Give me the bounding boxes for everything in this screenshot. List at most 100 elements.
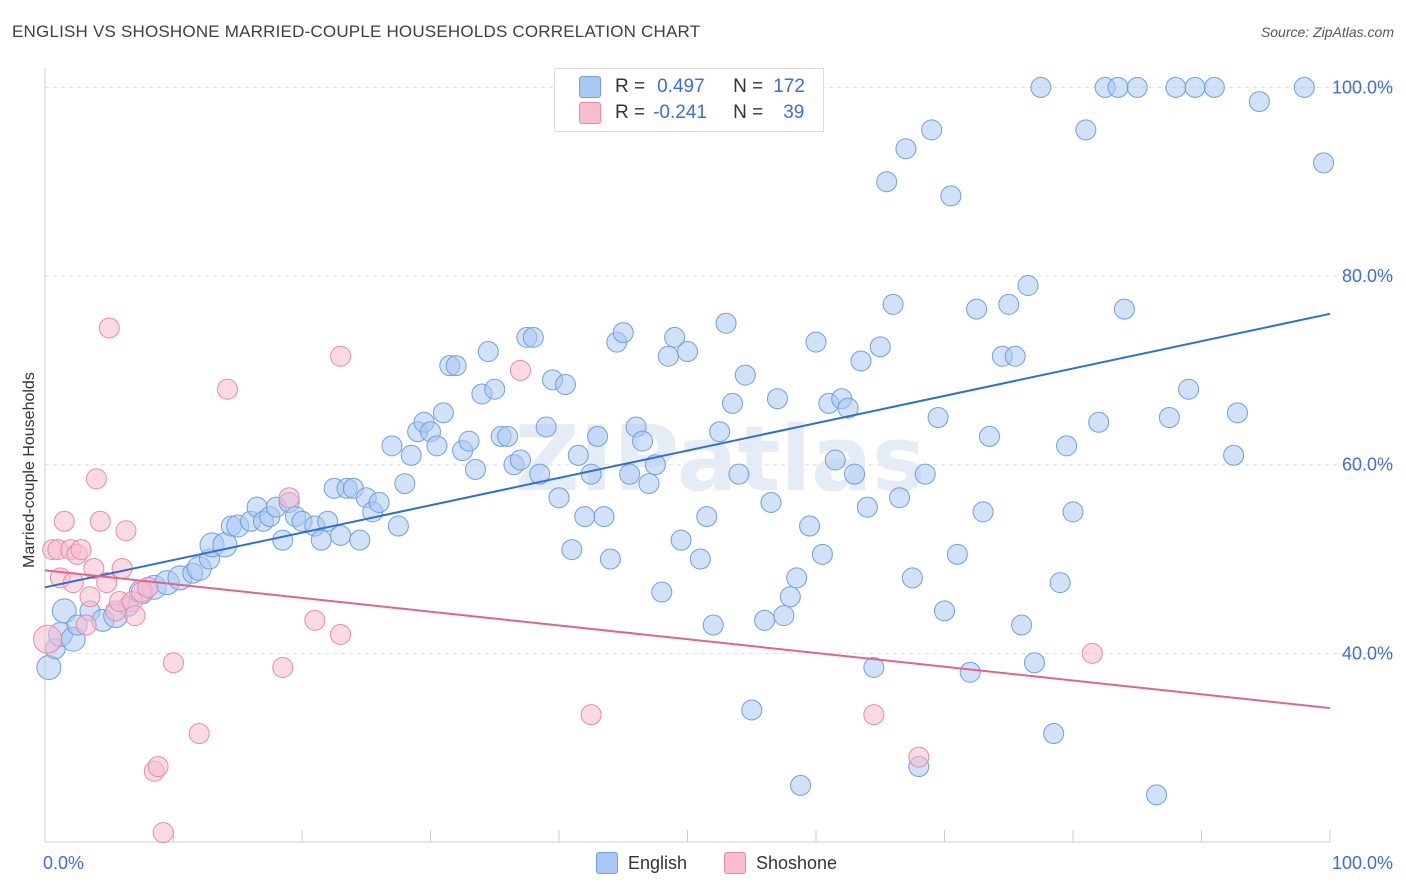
data-point [1158,407,1180,429]
data-point [612,322,634,344]
data-point [36,655,62,681]
data-point [766,388,788,410]
data-point [895,138,917,160]
data-point [349,529,371,551]
data-point [1313,152,1335,174]
data-point [330,524,352,546]
data-point [908,746,930,768]
bottom-legend-label-shoshone: Shoshone [756,852,838,873]
data-point [381,435,403,457]
data-point [53,510,75,532]
data-point [805,331,827,353]
legend-n-value: 39 [783,102,805,123]
data-point [98,317,120,339]
data-point [368,491,390,513]
bottom-legend-swatch-shoshone [724,852,746,874]
legend-n-label: N = [733,102,764,123]
data-point [51,598,77,624]
data-point [278,487,300,509]
legend-swatch-english [579,76,601,98]
data-point [394,473,416,495]
legend-swatch-shoshone [579,102,601,124]
data-point [1184,76,1206,98]
data-point [580,704,602,726]
legend-n-value: 172 [773,76,805,97]
data-point [863,657,885,679]
data-point [1223,444,1245,466]
bottom-legend-shoshone: Shoshone [724,852,837,874]
data-point [1107,76,1129,98]
data-point [445,355,467,377]
data-point [1062,501,1084,523]
shoshone-points [33,317,1103,844]
data-point [33,624,63,654]
data-point [1293,76,1315,98]
data-point [561,539,583,561]
data-point [754,609,776,631]
data-point [1178,378,1200,400]
data-point [330,345,352,367]
data-point [1004,345,1026,367]
data-point [1248,91,1270,113]
data-point [554,374,576,396]
data-point [163,652,184,674]
data-point [124,605,146,627]
data-point [638,473,660,495]
data-point [1056,435,1078,457]
data-point [1043,723,1065,745]
data-point [882,293,904,315]
data-point [89,510,111,532]
data-point [387,515,409,537]
data-point [869,336,891,358]
legend-row-english: R = 0.497 N = 172 [579,75,805,99]
data-point [921,119,943,141]
data-point [464,458,486,480]
data-point [1030,76,1052,98]
data-point [272,657,294,679]
data-point [574,506,596,528]
data-point [644,454,666,476]
data-point [972,501,994,523]
data-point [535,416,557,438]
correlation-legend: R = 0.497 N = 172 R = -0.241 N = 39 [554,68,824,132]
data-point [946,543,968,565]
legend-r-value: 0.497 [657,76,705,97]
data-point [773,605,795,627]
data-point [978,425,1000,447]
data-point [811,543,833,565]
data-point [876,171,898,193]
data-point [844,463,866,485]
y-tick-label: 100.0% [1332,77,1393,97]
data-point [509,449,531,471]
data-point [79,586,101,608]
chart-title: ENGLISH VS SHOSHONE MARRIED-COUPLE HOUSE… [12,22,701,41]
data-point [863,704,885,726]
data-point [599,548,621,570]
trend-line [44,569,1331,710]
data-point [696,506,718,528]
data-point [715,312,737,334]
data-point [934,600,955,622]
data-point [837,397,859,419]
data-point [188,723,210,745]
data-point [1113,298,1135,320]
data-point [702,614,724,636]
data-point [728,463,750,485]
data-point [734,364,756,386]
data-point [152,822,174,844]
data-point [426,435,448,457]
data-point [1017,275,1039,297]
data-point [786,567,808,589]
data-point [1023,652,1045,674]
data-point [509,359,531,381]
data-point [850,350,872,372]
data-point [330,623,352,645]
data-point [914,463,936,485]
data-point [940,185,962,207]
data-point [75,614,97,636]
data-point [593,506,615,528]
bottom-legend-english: English [596,852,687,874]
data-point [85,468,107,490]
data-point [529,463,551,485]
data-point [115,520,137,542]
